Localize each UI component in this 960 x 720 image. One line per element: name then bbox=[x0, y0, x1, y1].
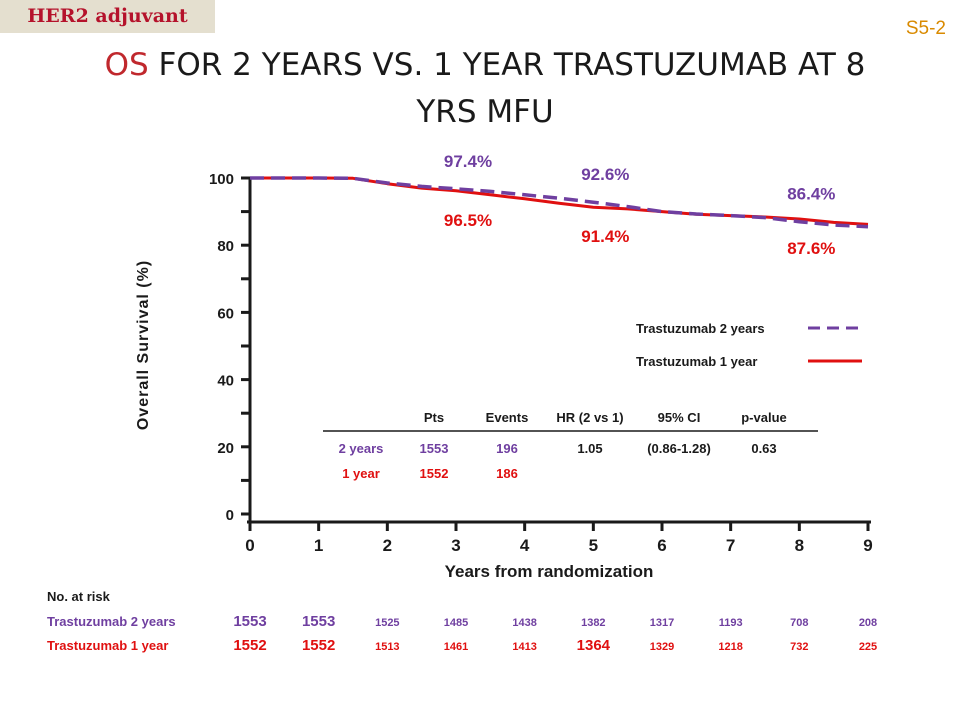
at-risk-count: 708 bbox=[790, 617, 808, 629]
at-risk-count: 225 bbox=[859, 641, 877, 653]
legend-label: Trastuzumab 1 year bbox=[636, 354, 757, 369]
percent-annotation: 96.5% bbox=[444, 211, 492, 230]
slide-title: OS FOR 2 YEARS VS. 1 YEAR TRASTUZUMAB AT… bbox=[70, 42, 900, 136]
y-tick-label: 80 bbox=[217, 238, 234, 255]
x-tick-label: 3 bbox=[451, 536, 460, 555]
at-risk-count: 732 bbox=[790, 641, 808, 653]
title-accent: OS bbox=[104, 47, 149, 83]
x-axis-label: Years from randomization bbox=[445, 562, 654, 581]
table-cell: 196 bbox=[496, 441, 518, 456]
at-risk-count: 1461 bbox=[444, 641, 468, 653]
at-risk-count: 1525 bbox=[375, 617, 399, 629]
percent-annotation: 92.6% bbox=[581, 165, 629, 184]
y-tick-label: 20 bbox=[217, 440, 234, 457]
table-cell: (0.86-1.28) bbox=[647, 441, 711, 456]
table-cell: 0.63 bbox=[751, 441, 776, 456]
x-tick-label: 4 bbox=[520, 536, 530, 555]
title-rest: FOR 2 YEARS VS. 1 YEAR TRASTUZUMAB AT 8 … bbox=[148, 47, 866, 130]
legend-label: Trastuzumab 2 years bbox=[636, 321, 765, 336]
topic-tag: HER2 adjuvant bbox=[0, 0, 215, 33]
at-risk-title: No. at risk bbox=[47, 589, 111, 604]
at-risk-count: 1513 bbox=[375, 641, 399, 653]
x-tick-label: 7 bbox=[726, 536, 735, 555]
x-tick-label: 2 bbox=[383, 536, 392, 555]
table-header: Events bbox=[486, 410, 529, 425]
series-line-two-years bbox=[250, 176, 869, 229]
at-risk-count: 208 bbox=[859, 617, 877, 629]
at-risk-count: 1193 bbox=[719, 617, 743, 629]
at-risk-count: 1438 bbox=[512, 617, 536, 629]
x-tick-label: 5 bbox=[589, 536, 598, 555]
percent-annotation: 91.4% bbox=[581, 227, 629, 246]
table-header: Pts bbox=[424, 410, 444, 425]
percent-annotation: 87.6% bbox=[787, 239, 835, 258]
table-cell: 186 bbox=[496, 466, 518, 481]
x-tick-label: 8 bbox=[795, 536, 804, 555]
table-cell: 1553 bbox=[420, 441, 449, 456]
at-risk-count: 1413 bbox=[512, 641, 536, 653]
percent-annotation: 86.4% bbox=[787, 185, 835, 204]
table-header: p-value bbox=[741, 410, 787, 425]
at-risk-count: 1382 bbox=[581, 617, 605, 629]
at-risk-count: 1364 bbox=[577, 637, 611, 654]
y-tick-label: 40 bbox=[217, 373, 234, 390]
x-tick-label: 9 bbox=[863, 536, 872, 555]
x-tick-label: 1 bbox=[314, 536, 323, 555]
at-risk-count: 1485 bbox=[444, 617, 468, 629]
y-tick-label: 100 bbox=[209, 171, 234, 188]
at-risk-count: 1218 bbox=[718, 641, 742, 653]
at-risk-count: 1317 bbox=[650, 617, 674, 629]
table-cell: 2 years bbox=[339, 441, 384, 456]
at-risk-count: 1553 bbox=[233, 613, 266, 630]
y-tick-label: 60 bbox=[217, 305, 234, 322]
at-risk-count: 1552 bbox=[302, 637, 335, 654]
x-tick-label: 6 bbox=[657, 536, 666, 555]
at-risk-count: 1552 bbox=[233, 637, 266, 654]
at-risk-row-label: Trastuzumab 1 year bbox=[47, 638, 168, 653]
table-cell: 1.05 bbox=[577, 441, 602, 456]
table-header: HR (2 vs 1) bbox=[556, 410, 623, 425]
y-tick-label: 0 bbox=[226, 507, 234, 524]
at-risk-count: 1329 bbox=[650, 641, 674, 653]
table-cell: 1552 bbox=[420, 466, 449, 481]
at-risk-count: 1553 bbox=[302, 613, 335, 630]
table-header: 95% CI bbox=[658, 410, 701, 425]
x-tick-label: 0 bbox=[245, 536, 254, 555]
percent-annotation: 97.4% bbox=[444, 152, 492, 171]
at-risk-row-label: Trastuzumab 2 years bbox=[47, 614, 176, 629]
slide-id: S5-2 bbox=[905, 18, 946, 39]
table-cell: 1 year bbox=[342, 466, 380, 481]
y-axis-label: Overall Survival (%) bbox=[135, 260, 152, 430]
